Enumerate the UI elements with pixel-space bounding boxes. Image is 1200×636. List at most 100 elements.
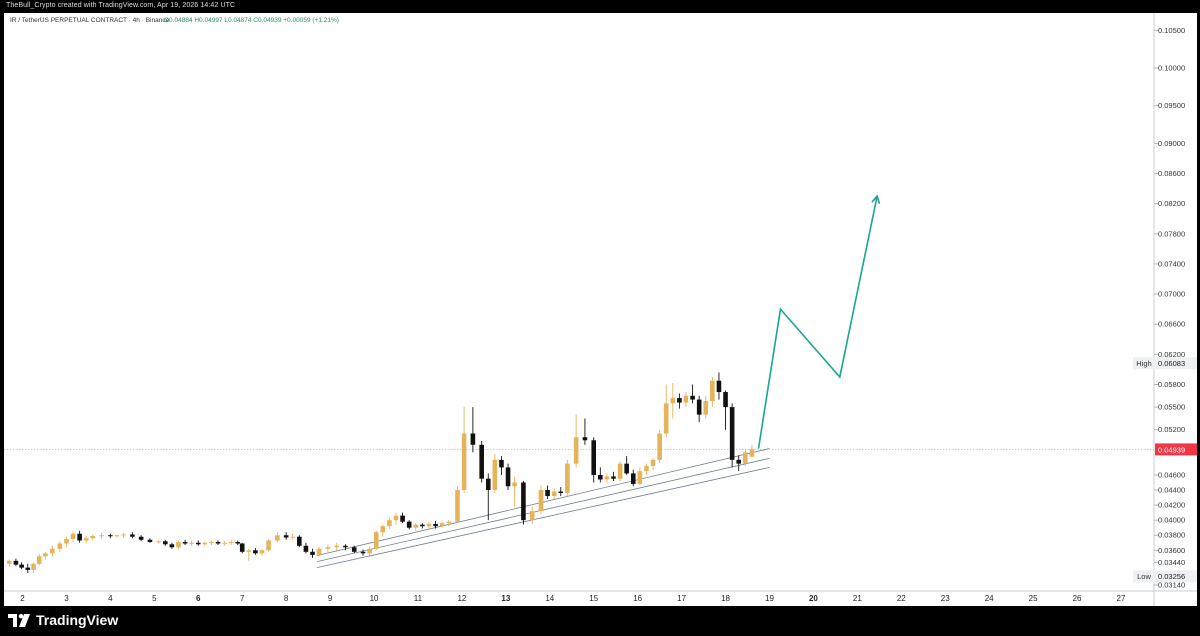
y-tick-label: 0.04600 <box>1158 470 1185 479</box>
candle-body <box>433 523 438 527</box>
candle-body <box>729 407 735 460</box>
y-tick-label: 0.07800 <box>1158 229 1185 238</box>
y-tick-label: 0.09500 <box>1158 101 1185 110</box>
y-tick-label: 0.04400 <box>1158 486 1185 495</box>
candle-body <box>147 539 153 543</box>
x-tick-label: 4 <box>108 594 113 603</box>
x-tick-label: 22 <box>897 594 906 603</box>
candle-body <box>617 463 623 479</box>
candle-body <box>77 533 82 541</box>
candle-body <box>266 540 271 551</box>
candle-body <box>670 398 676 404</box>
candle-body <box>573 437 579 464</box>
candle-body <box>637 471 643 484</box>
y-tick-label: 0.03800 <box>1158 531 1185 540</box>
candle-body <box>325 547 331 549</box>
attribution-text: TheBull_Crypto created with TradingView.… <box>6 2 236 9</box>
candle-body <box>202 542 208 545</box>
candle-body <box>505 467 511 487</box>
candle-body <box>253 550 258 554</box>
candle-body <box>169 544 175 548</box>
candle-body <box>90 535 96 539</box>
y-tick-label: 0.08200 <box>1158 199 1185 208</box>
x-tick-label: 2 <box>20 594 25 603</box>
chart-card: IR / TetherUS PERPETUAL CONTRACT · 4h · … <box>4 13 1197 606</box>
chart-canvas[interactable]: IR / TetherUS PERPETUAL CONTRACT · 4h · … <box>4 13 1197 606</box>
high-label: High <box>1136 359 1151 368</box>
candle-body <box>334 545 339 548</box>
x-tick-label: 13 <box>501 594 510 603</box>
candle-body <box>657 433 662 460</box>
candle-body <box>7 560 12 564</box>
x-tick-label: 25 <box>1029 594 1038 603</box>
candle-body <box>743 452 748 464</box>
candle-body <box>343 545 348 548</box>
x-tick-label: 14 <box>545 594 554 603</box>
candle-body <box>446 521 452 524</box>
candle-body <box>470 433 476 445</box>
candle-body <box>351 547 357 552</box>
x-tick-label: 15 <box>589 594 598 603</box>
candle-body <box>677 398 682 403</box>
y-tick-label: 0.04200 <box>1158 501 1185 510</box>
candle-body <box>70 533 76 539</box>
candle-body <box>521 482 526 521</box>
candle-body <box>156 541 162 543</box>
candle-body <box>209 542 214 544</box>
last-price-value: 0.04939 <box>1158 445 1185 454</box>
candle-body <box>316 548 322 555</box>
projection-path <box>757 195 878 449</box>
low-value: 0.03256 <box>1158 572 1185 581</box>
y-tick-label: 0.03440 <box>1158 558 1185 567</box>
candle-body <box>439 523 445 527</box>
candle-body <box>114 535 120 537</box>
ohlc-readout: O0.04884 H0.04997 L0.04874 C0.04939 +0.0… <box>164 17 339 24</box>
x-tick-label: 12 <box>457 594 466 603</box>
candle-body <box>499 459 504 468</box>
y-tick-label: 0.08600 <box>1158 169 1185 178</box>
candle-body <box>138 536 144 540</box>
projection-arrowhead <box>871 194 881 204</box>
x-tick-label: 23 <box>941 594 950 603</box>
candle-body <box>275 535 280 541</box>
candle-body <box>130 534 135 537</box>
candle-body <box>239 543 245 552</box>
candle-body <box>624 463 629 474</box>
candle-body <box>710 380 715 402</box>
x-tick-label: 6 <box>196 594 201 603</box>
candle-body <box>690 395 695 400</box>
candle-body <box>723 392 728 408</box>
candle-body <box>551 491 557 497</box>
candle-body <box>163 541 168 545</box>
candle-body <box>215 542 221 544</box>
x-tick-label: 21 <box>853 594 862 603</box>
candle-body <box>83 538 89 541</box>
symbol-info: IR / TetherUS PERPETUAL CONTRACT · 4h · … <box>10 17 170 24</box>
channel-line <box>316 467 770 569</box>
high-value-bg <box>1155 357 1197 370</box>
candle-body <box>644 465 649 472</box>
candle-body <box>406 521 412 528</box>
candle-body <box>36 556 42 564</box>
candle-body <box>749 449 755 457</box>
y-tick-label: 0.03140 <box>1158 580 1185 589</box>
last-price-value-bg <box>1155 443 1197 456</box>
candle-body <box>650 459 656 466</box>
x-tick-label: 20 <box>809 594 818 603</box>
y-tick-label: 0.05200 <box>1158 425 1185 434</box>
candle-body <box>367 548 372 554</box>
candle-body <box>485 478 491 491</box>
candle-body <box>598 474 603 480</box>
candle-body <box>380 526 386 533</box>
y-tick-label: 0.06200 <box>1158 350 1185 359</box>
y-tick-label: 0.04000 <box>1158 516 1185 525</box>
candle-body <box>703 401 709 415</box>
tradingview-icon <box>8 613 30 627</box>
candle-body <box>538 490 544 512</box>
candle-body <box>222 542 227 544</box>
candle-body <box>455 490 460 522</box>
candle-body <box>604 476 610 480</box>
tradingview-logo[interactable]: TradingView <box>8 612 118 628</box>
x-tick-label: 7 <box>240 594 245 603</box>
x-tick-label: 8 <box>284 594 289 603</box>
